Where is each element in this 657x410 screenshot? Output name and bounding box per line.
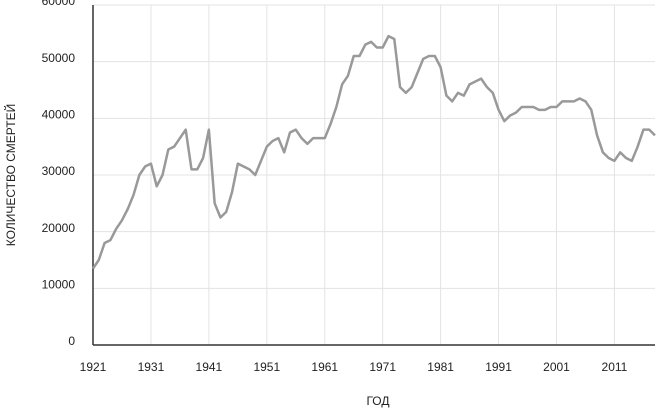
x-tick-label: 1921 (80, 360, 107, 374)
y-tick-label: 50000 (42, 51, 76, 65)
data-line (91, 34, 656, 270)
x-tick-label: 1981 (427, 360, 454, 374)
y-tick-label: 0 (68, 334, 75, 348)
x-tick-label: 1931 (138, 360, 165, 374)
y-tick-label: 40000 (42, 108, 76, 122)
x-tick-label: 1941 (196, 360, 223, 374)
y-tick-label: 30000 (42, 164, 76, 178)
x-tick-label: 2011 (602, 360, 628, 374)
y-tick-label: 60000 (42, 0, 76, 8)
x-tick-label: 1971 (369, 360, 396, 374)
x-tick-label: 1961 (311, 360, 338, 374)
x-tick-label: 2001 (543, 360, 570, 374)
x-tick-label: 1991 (485, 360, 512, 374)
y-tick-label: 20000 (42, 221, 76, 235)
x-tick-label: 1951 (253, 360, 280, 374)
y-tick-label: 10000 (42, 278, 76, 292)
x-axis-label: ГОД (366, 394, 389, 408)
y-axis-label: КОЛИЧЕСТВО СМЕРТЕЙ (3, 104, 18, 246)
